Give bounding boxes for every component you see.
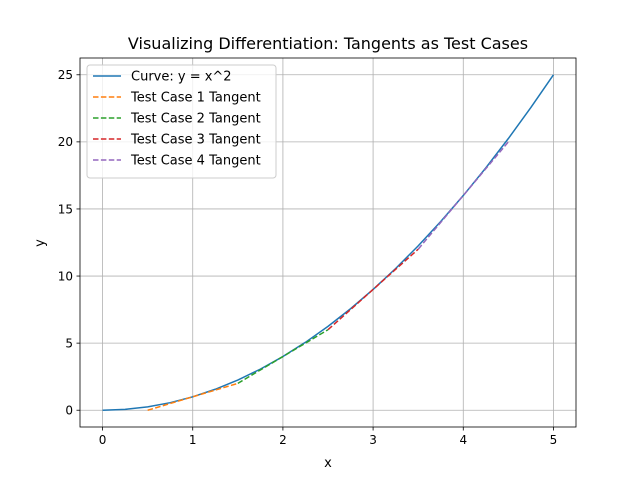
- legend-label: Test Case 1 Tangent: [130, 91, 261, 106]
- x-tick-label: 3: [369, 433, 377, 447]
- legend-label: Test Case 3 Tangent: [130, 133, 261, 148]
- series-line-tangent-3: [327, 248, 419, 331]
- y-tick-label: 20: [58, 135, 73, 149]
- chart-title: Visualizing Differentiation: Tangents as…: [128, 34, 528, 53]
- series-line-tangent-2: [237, 329, 329, 385]
- ticks: 0 1 2 3 4 5 0 5 10 15 20 25: [58, 68, 558, 447]
- plot-area: [102, 74, 555, 411]
- y-tick-label: 0: [65, 404, 73, 418]
- x-tick-label: 1: [189, 433, 197, 447]
- y-tick-label: 15: [58, 202, 73, 216]
- y-tick-label: 10: [58, 269, 73, 283]
- legend-label: Test Case 4 Tangent: [130, 154, 261, 169]
- y-axis-label: y: [33, 239, 48, 247]
- axes-frame: [79, 57, 577, 428]
- x-axis-label: x: [324, 456, 332, 471]
- axes: [79, 57, 577, 428]
- series-line-curve: [102, 74, 555, 411]
- x-tick-label: 0: [99, 433, 107, 447]
- legend-box: [86, 64, 277, 179]
- y-tick-label: 5: [65, 336, 73, 350]
- y-tick-label: 25: [58, 68, 73, 82]
- x-tick-label: 5: [550, 433, 558, 447]
- x-tick-label: 2: [279, 433, 287, 447]
- legend: Curve: y = x^2 Test Case 1 Tangent Test Ca…: [86, 64, 277, 179]
- legend-label: Test Case 2 Tangent: [130, 112, 261, 127]
- x-tick-label: 4: [459, 433, 467, 447]
- legend-label: Curve: y = x^2: [131, 70, 232, 85]
